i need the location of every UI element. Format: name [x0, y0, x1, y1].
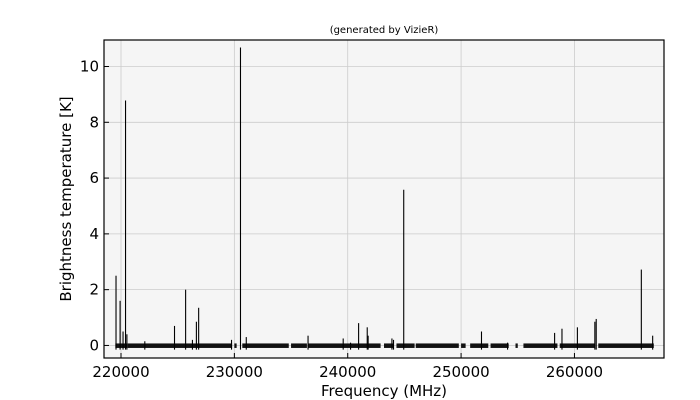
spectrum-baseline-segment	[415, 343, 459, 348]
spectrum-data	[115, 47, 654, 350]
spectrum-baseline-segment	[396, 343, 415, 348]
x-tick-label: 250000	[432, 363, 489, 381]
spectrum-baseline-segment	[470, 343, 489, 348]
spectrum-baseline-segment	[490, 343, 509, 348]
spectrum-baseline-segment	[598, 343, 654, 348]
y-tick-label: 10	[80, 58, 99, 76]
x-tick-label: 260000	[546, 363, 603, 381]
spectrum-baseline-segment	[234, 343, 237, 348]
spectrum-baseline-segment	[291, 343, 307, 348]
y-tick-label: 2	[89, 281, 99, 299]
y-tick-label: 6	[89, 169, 99, 187]
spectrum-baseline-segment	[515, 343, 518, 348]
y-axis-label: Brightness temperature [K]	[57, 96, 75, 301]
y-tick-label: 0	[89, 336, 99, 354]
chart-title: (generated by VizieR)	[330, 25, 439, 36]
x-axis-label: Frequency (MHz)	[321, 382, 447, 400]
spectrum-baseline-segment	[523, 343, 558, 348]
grid	[104, 40, 664, 358]
x-tick-label: 230000	[206, 363, 263, 381]
y-tick-label: 8	[89, 113, 99, 131]
plot-background	[104, 40, 664, 358]
spectrum-baseline-segment	[127, 343, 233, 348]
x-tick-label: 240000	[319, 363, 376, 381]
spectrum-baseline-segment	[115, 343, 128, 348]
spectrum-baseline-segment	[308, 343, 381, 348]
y-tick-label: 4	[89, 225, 99, 243]
spectrum-baseline-segment	[384, 343, 394, 348]
plot-frame	[103, 39, 665, 359]
ticks: 220000 230000 240000 250000 260000 0 2 4 6 8 10	[80, 58, 603, 382]
spectrum-baseline-segment	[242, 343, 289, 348]
x-tick-label: 220000	[92, 363, 149, 381]
spectrum-baseline-segment	[461, 343, 466, 348]
